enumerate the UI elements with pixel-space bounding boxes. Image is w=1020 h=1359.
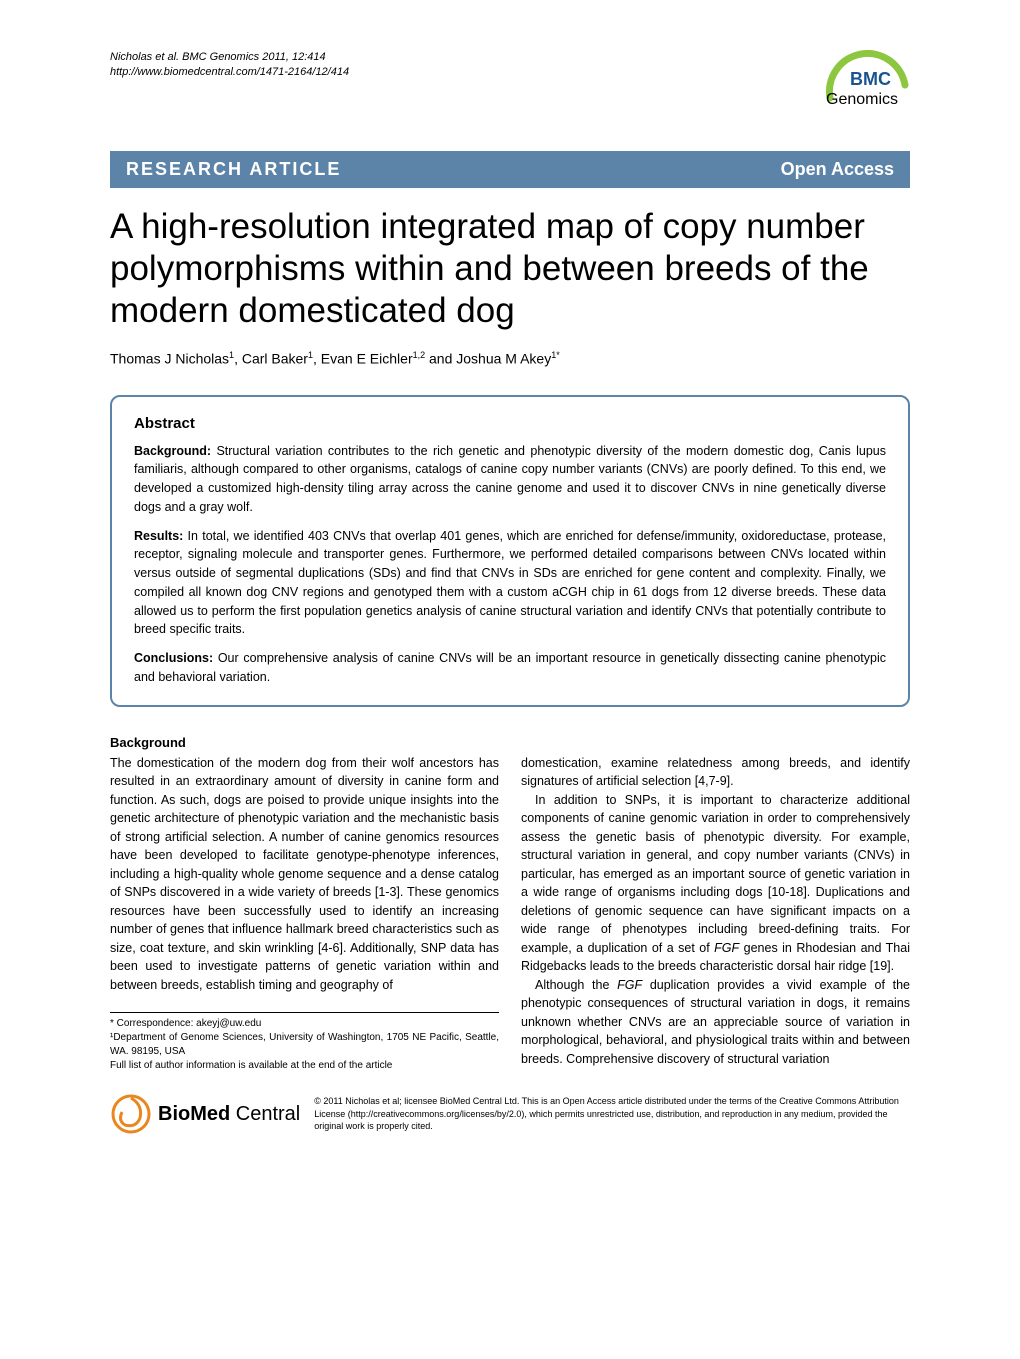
swirl-icon: [110, 1093, 152, 1135]
col2-para1: domestication, examine relatedness among…: [521, 754, 910, 791]
abstract-con-label: Conclusions:: [134, 651, 213, 665]
author-3-affil: 1,2: [413, 350, 426, 360]
abstract-results: Results: In total, we identified 403 CNV…: [134, 527, 886, 640]
col2-p3-a: Although the: [535, 978, 617, 992]
bmc-footer-text: BioMed Central: [158, 1103, 300, 1126]
col2-para2: In addition to SNPs, it is important to …: [521, 791, 910, 976]
abstract-res-label: Results:: [134, 529, 183, 543]
col2-para3: Although the FGF duplication provides a …: [521, 976, 910, 1069]
affiliation-1: ¹Department of Genome Sciences, Universi…: [110, 1031, 499, 1059]
col2-p2-em1: FGF: [714, 941, 739, 955]
logo-central: Central: [230, 1103, 300, 1125]
article-title: A high-resolution integrated map of copy…: [110, 206, 910, 332]
open-access-label: Open Access: [781, 159, 894, 180]
abstract-bg-label: Background:: [134, 444, 211, 458]
citation-line-1: Nicholas et al. BMC Genomics 2011, 12:41…: [110, 50, 349, 65]
full-author-info: Full list of author information is avail…: [110, 1059, 499, 1073]
abstract-heading: Abstract: [134, 415, 886, 432]
section-background-heading: Background: [110, 735, 910, 750]
authors-line: Thomas J Nicholas1, Carl Baker1, Evan E …: [110, 350, 910, 367]
footnotes-block: * Correspondence: akeyj@uw.edu ¹Departme…: [110, 1012, 499, 1073]
author-3: , Evan E Eichler: [313, 351, 413, 367]
article-type-label: RESEARCH ARTICLE: [126, 159, 341, 180]
logo-med: Med: [190, 1103, 230, 1125]
abstract-res-text: In total, we identified 403 CNVs that ov…: [134, 529, 886, 637]
page-footer: BioMed Central © 2011 Nicholas et al; li…: [110, 1093, 910, 1135]
column-right: domestication, examine relatedness among…: [521, 754, 910, 1074]
header-row: Nicholas et al. BMC Genomics 2011, 12:41…: [110, 50, 910, 115]
citation-block: Nicholas et al. BMC Genomics 2011, 12:41…: [110, 50, 349, 81]
col2-p3-em1: FGF: [617, 978, 642, 992]
biomedcentral-logo: BioMed Central: [110, 1093, 300, 1135]
col2-p2-a: In addition to SNPs, it is important to …: [521, 793, 910, 955]
journal-logo: BMC Genomics: [810, 50, 910, 115]
citation-url: http://www.biomedcentral.com/1471-2164/1…: [110, 65, 349, 80]
correspondence-line: * Correspondence: akeyj@uw.edu: [110, 1017, 499, 1031]
author-2: , Carl Baker: [234, 351, 308, 367]
article-type-banner: RESEARCH ARTICLE Open Access: [110, 151, 910, 188]
bmc-logo-arc: BMC Genomics: [810, 50, 910, 110]
svg-text:BMC: BMC: [850, 69, 891, 89]
logo-bio: Bio: [158, 1103, 190, 1125]
author-4: and Joshua M Akey: [425, 351, 551, 367]
abstract-conclusions: Conclusions: Our comprehensive analysis …: [134, 649, 886, 687]
author-4-affil: 1*: [551, 350, 560, 360]
abstract-con-text: Our comprehensive analysis of canine CNV…: [134, 651, 886, 684]
body-columns: The domestication of the modern dog from…: [110, 754, 910, 1074]
abstract-bg-text: Structural variation contributes to the …: [134, 444, 886, 514]
col1-para1: The domestication of the modern dog from…: [110, 754, 499, 995]
svg-text:Genomics: Genomics: [826, 91, 898, 108]
abstract-box: Abstract Background: Structural variatio…: [110, 395, 910, 707]
column-left: The domestication of the modern dog from…: [110, 754, 499, 1074]
author-1: Thomas J Nicholas: [110, 351, 229, 367]
abstract-background: Background: Structural variation contrib…: [134, 442, 886, 517]
license-text: © 2011 Nicholas et al; licensee BioMed C…: [314, 1095, 910, 1133]
